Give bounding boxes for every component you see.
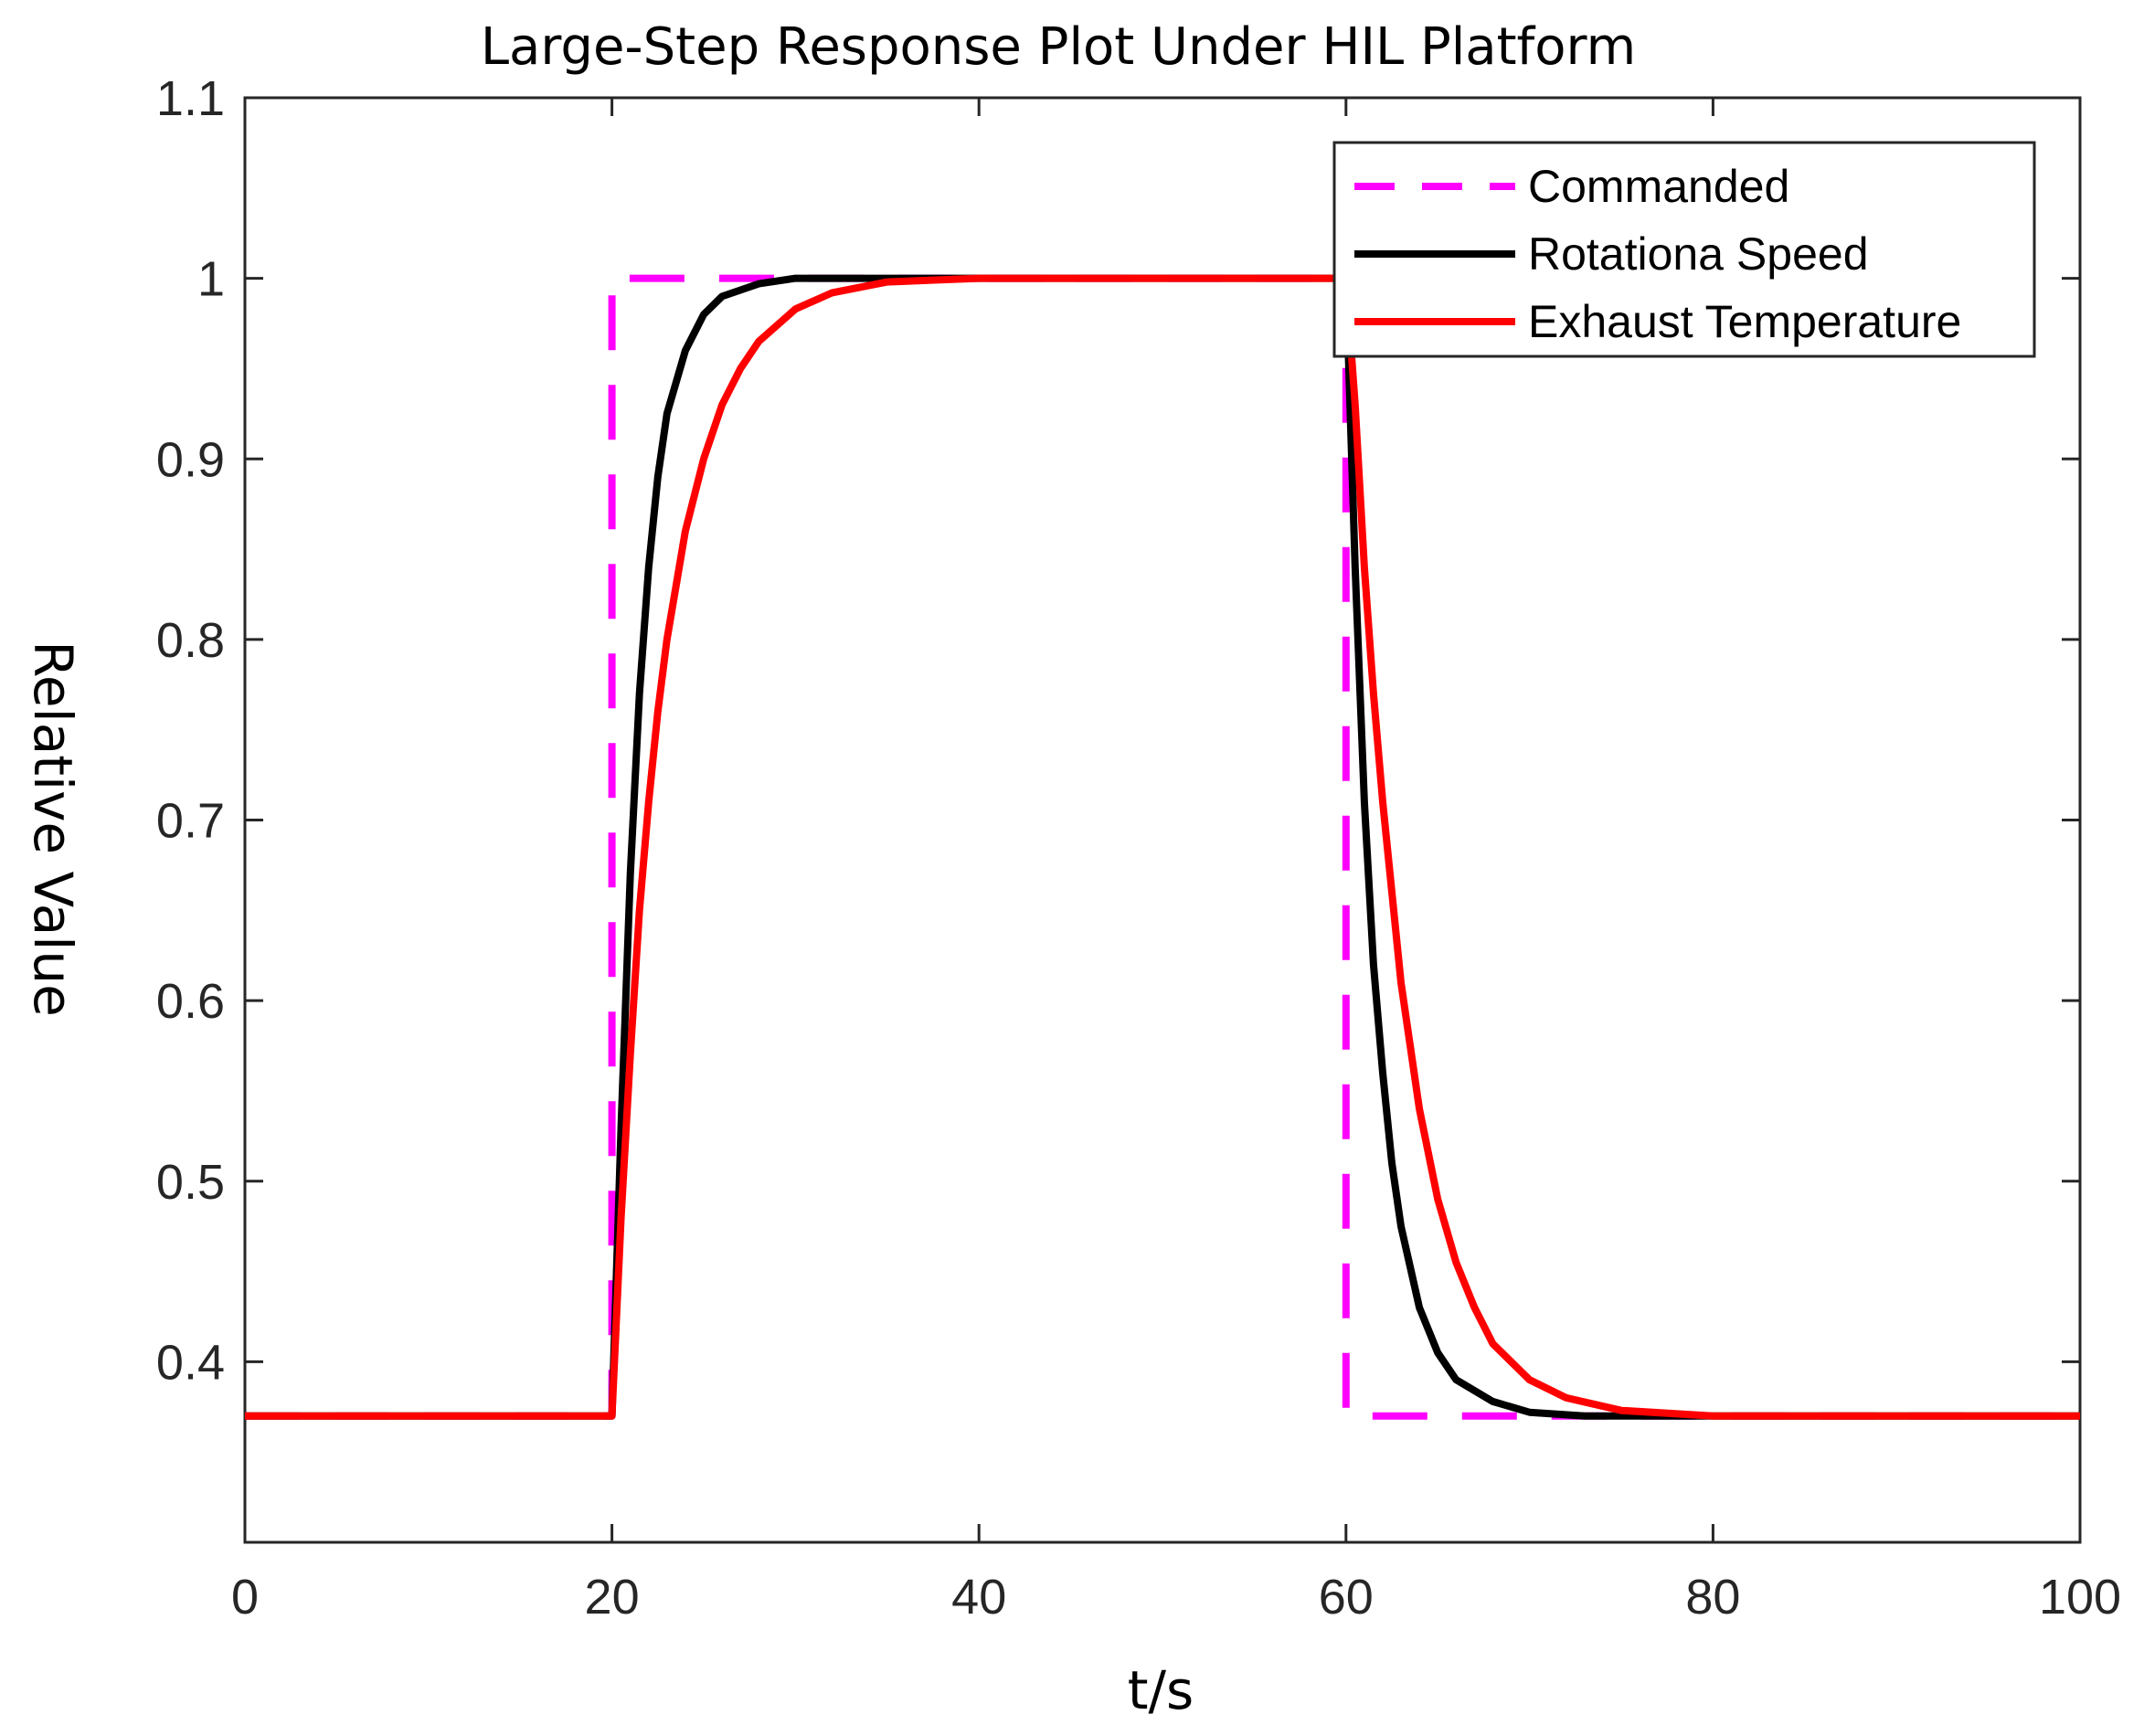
- legend-label: Commanded: [1528, 161, 1789, 212]
- x-tick-label: 60: [1319, 1570, 1374, 1625]
- y-tick-label: 0.8: [156, 613, 225, 668]
- legend: Commanded Rotationa Speed Exhaust Temperat…: [1332, 141, 2036, 358]
- y-tick-label: 0.5: [156, 1155, 225, 1210]
- legend-label: Exhaust Temperature: [1528, 296, 1961, 347]
- y-tick-label: 0.9: [156, 432, 225, 487]
- rotational-speed-series-line: [245, 274, 2080, 1420]
- x-axis-label: t/s: [1128, 1659, 1194, 1721]
- exhaust-temperature-series-line: [245, 274, 2080, 1420]
- x-tick-label: 80: [1685, 1570, 1740, 1625]
- plot-area: 0 20 40 60 80 100 0.4 0.5 0.6 0.7 0.8 0.9 1 1.1: [156, 71, 2121, 1625]
- chart-title: Large-Step Response Plot Under HIL Platf…: [481, 17, 1636, 77]
- y-tick-label: 1.1: [156, 71, 225, 126]
- x-tick-label: 40: [951, 1570, 1006, 1625]
- commanded-series-line: [245, 274, 2080, 1420]
- y-tick-label: 1: [197, 252, 225, 307]
- y-tick-label: 0.4: [156, 1335, 225, 1390]
- y-axis-label: Relative Value: [22, 640, 84, 1017]
- y-tick-label: 0.7: [156, 794, 225, 849]
- legend-exhaust-temperature: Exhaust Temperature: [1354, 296, 1961, 347]
- x-tick-label: 100: [2039, 1570, 2121, 1625]
- x-tick-label: 0: [231, 1570, 259, 1625]
- x-tick-label: 20: [585, 1570, 640, 1625]
- legend-rotational-speed: Rotationa Speed: [1354, 228, 1869, 280]
- legend-label: Rotationa Speed: [1528, 228, 1869, 280]
- y-tick-label: 0.6: [156, 974, 225, 1029]
- legend-commanded: Commanded: [1354, 161, 1789, 212]
